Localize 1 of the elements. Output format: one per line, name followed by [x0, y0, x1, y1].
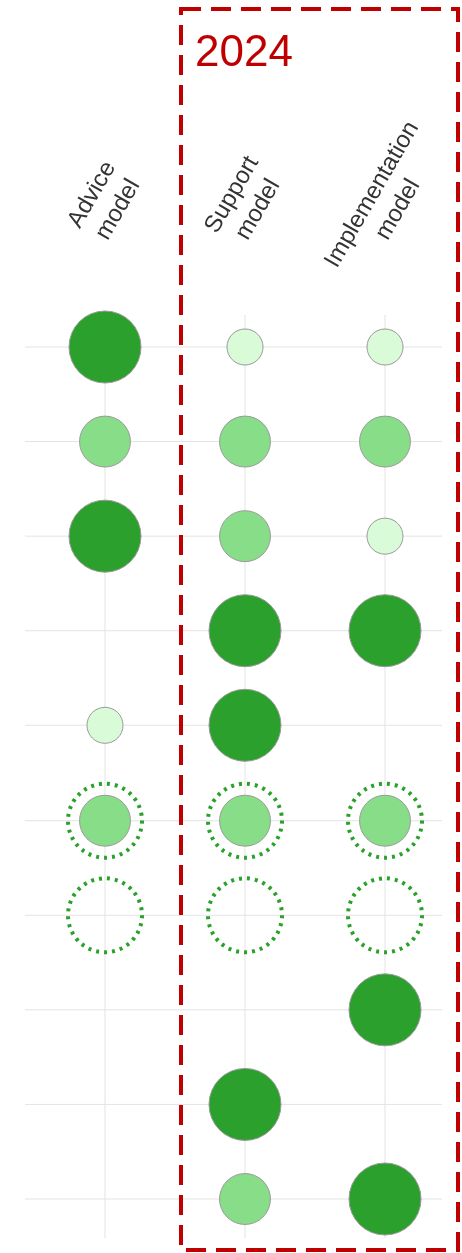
text: 2024: [195, 26, 293, 75]
